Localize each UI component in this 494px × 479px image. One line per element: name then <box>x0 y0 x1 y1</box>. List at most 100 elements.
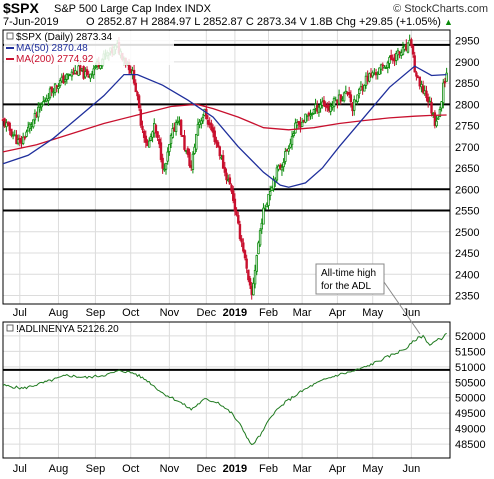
candle-body <box>282 162 285 168</box>
x-tick-label-bottom: Mar <box>293 463 312 475</box>
x-tick-label-top: Sep <box>86 307 106 319</box>
candle-body <box>305 114 309 117</box>
candle-body <box>279 164 282 169</box>
candle-body <box>33 112 37 121</box>
candle-body <box>435 120 438 127</box>
ma50-line <box>2 65 447 188</box>
candle-body <box>378 67 381 75</box>
y-tick-label: 2500 <box>455 227 479 239</box>
candle-body <box>317 106 321 113</box>
candle-body <box>141 125 144 130</box>
candle-body <box>300 121 304 127</box>
candle-body <box>426 96 430 103</box>
grid <box>3 30 450 304</box>
candle-body <box>196 123 200 136</box>
legend-background <box>4 31 174 65</box>
candle-body <box>329 105 332 112</box>
candle-body <box>154 124 158 134</box>
candle-body <box>312 109 316 114</box>
candle-body <box>368 73 371 82</box>
candle-body <box>280 166 284 171</box>
candle-body <box>94 66 97 68</box>
candle-body <box>381 64 384 67</box>
x-tick-label-bottom: Feb <box>259 463 278 475</box>
candle-body <box>237 215 240 224</box>
candle-body <box>50 86 53 92</box>
candle-body <box>193 146 196 154</box>
annotation-arrow <box>383 281 421 335</box>
candle-body <box>248 278 252 286</box>
candle-body <box>37 106 40 118</box>
y-tick-label: 51000 <box>455 362 486 374</box>
candle-body <box>156 131 159 138</box>
candle-body <box>287 148 290 152</box>
candle-body <box>406 42 410 53</box>
ohlc-readout: O 2852.87 H 2884.97 L 2852.87 C 2873.34 … <box>86 16 453 28</box>
x-tick-label-top: 2019 <box>223 307 247 319</box>
candle-body <box>142 130 146 138</box>
x-tick-label-bottom: Sep <box>86 463 106 475</box>
y-tick-label: 50000 <box>455 393 486 405</box>
candle-body <box>210 122 213 131</box>
candle-body <box>290 136 294 146</box>
candle-body <box>158 138 161 145</box>
grid <box>3 322 450 458</box>
candle-body <box>10 128 13 136</box>
candle-body <box>132 69 136 84</box>
candle-body <box>428 100 432 103</box>
candle-body <box>421 85 425 93</box>
candle-body <box>57 86 60 90</box>
candle-body <box>247 269 250 281</box>
candle-body <box>415 72 418 77</box>
candle-body <box>166 151 169 162</box>
x-tick-label-bottom: Jun <box>402 463 420 475</box>
candle-body <box>137 95 141 109</box>
candle-body <box>309 114 312 117</box>
candle-body <box>201 116 205 122</box>
candle-body <box>294 122 297 134</box>
candle-body <box>159 142 163 160</box>
candle-body <box>304 113 307 123</box>
candle-body <box>260 222 263 230</box>
candle-body <box>401 47 405 55</box>
candle-body <box>27 126 30 132</box>
candle-body <box>275 167 279 181</box>
candle-body <box>164 162 168 170</box>
candle-body <box>379 64 383 70</box>
candle-body <box>332 97 336 108</box>
y-tick-label: 49500 <box>455 408 486 420</box>
candle-body <box>200 120 203 125</box>
candle-body <box>353 99 356 111</box>
y-tick-label: 2350 <box>455 291 479 303</box>
candle-body <box>147 140 151 148</box>
candle-body <box>218 146 221 157</box>
candle-body <box>139 109 142 126</box>
candle-body <box>99 65 102 69</box>
x-tick-label-bottom: 2019 <box>223 463 247 475</box>
candle-body <box>223 167 227 173</box>
x-tick-label-bottom: Jul <box>13 463 27 475</box>
candle-body <box>74 70 77 74</box>
y-tick-label: 2950 <box>455 36 479 48</box>
ohlc-values: O 2852.87 H 2884.97 L 2852.87 C 2873.34 … <box>86 16 441 28</box>
candle-body <box>65 73 69 80</box>
legend-entry: MA(200) 2774.92 <box>16 54 94 65</box>
candle-body <box>85 69 89 75</box>
legend-entry: $SPX (Daily) 2873.34 <box>16 32 113 43</box>
candle-body <box>347 91 351 95</box>
legend-swatch <box>6 324 14 332</box>
candle-body <box>245 258 248 269</box>
x-tick-label-top: Oct <box>122 307 139 319</box>
candle-body <box>425 90 428 99</box>
annotation-text: for the ADL <box>321 281 371 292</box>
candle-body <box>58 80 62 86</box>
candle-body <box>168 144 171 152</box>
candle-body <box>253 269 257 285</box>
candle-body <box>443 81 447 84</box>
y-tick-label: 2400 <box>455 269 479 281</box>
candle-body <box>263 207 267 210</box>
y-tick-label: 2550 <box>455 206 479 218</box>
x-tick-label-top: Jul <box>13 307 27 319</box>
y-tick-label: 51500 <box>455 346 486 358</box>
